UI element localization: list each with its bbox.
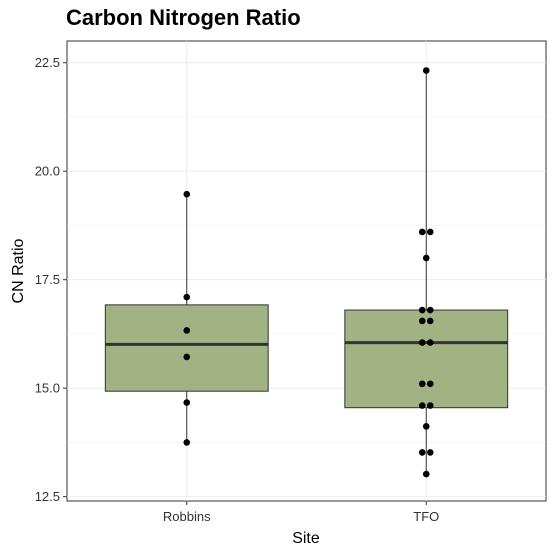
data-point <box>183 293 191 301</box>
data-point <box>418 380 426 388</box>
data-point <box>418 339 426 346</box>
y-tick-label: 15.0 <box>35 381 60 396</box>
data-point <box>422 67 430 74</box>
y-tick-label: 17.5 <box>35 272 60 287</box>
x-axis-title: Site <box>292 530 320 547</box>
data-point <box>422 254 430 262</box>
data-point <box>426 339 434 346</box>
data-point <box>422 423 430 430</box>
data-point <box>418 317 426 325</box>
data-point <box>183 353 191 361</box>
data-points <box>183 67 434 478</box>
data-point <box>418 306 426 314</box>
data-point <box>183 439 191 446</box>
box-robbins <box>104 304 269 392</box>
plot-panel <box>66 40 547 502</box>
x-tick-label: Robbins <box>163 509 211 524</box>
y-tick-label: 12.5 <box>35 489 60 504</box>
data-point <box>418 228 426 236</box>
data-point <box>422 470 430 478</box>
x-tick-label: TFO <box>413 509 439 524</box>
data-point <box>418 402 426 409</box>
data-point <box>426 402 434 409</box>
axes: 12.5 15.0 17.5 20.0 22.5 Robbins TFO <box>35 55 440 524</box>
data-point <box>426 306 434 314</box>
chart-title: Carbon Nitrogen Ratio <box>66 5 301 30</box>
boxes <box>104 70 509 475</box>
y-tick-label: 22.5 <box>35 55 60 70</box>
y-tick-label: 20.0 <box>35 164 60 179</box>
data-point <box>183 327 191 334</box>
data-point <box>426 449 434 456</box>
data-point <box>426 380 434 388</box>
data-point <box>418 449 426 456</box>
data-point <box>183 190 191 198</box>
data-point <box>183 399 191 406</box>
box-tfo <box>344 309 509 409</box>
data-point <box>426 317 434 325</box>
y-axis-title: CN Ratio <box>10 238 27 303</box>
data-point <box>426 228 434 236</box>
